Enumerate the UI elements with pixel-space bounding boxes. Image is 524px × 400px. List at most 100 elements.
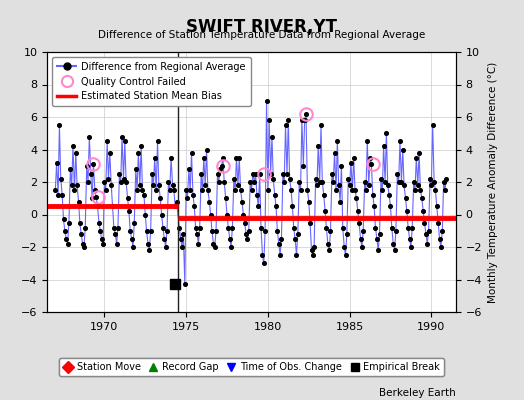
Point bbox=[293, 231, 302, 237]
Point bbox=[172, 198, 181, 205]
Point bbox=[250, 179, 258, 185]
Point bbox=[406, 236, 414, 242]
Point bbox=[242, 231, 250, 237]
Point bbox=[289, 224, 298, 231]
Point bbox=[363, 138, 372, 144]
Point bbox=[239, 211, 247, 218]
Point bbox=[230, 176, 238, 182]
Point bbox=[253, 192, 261, 198]
Point bbox=[197, 171, 205, 177]
Point bbox=[438, 228, 446, 234]
Point bbox=[114, 224, 122, 231]
Point bbox=[269, 176, 277, 182]
Point bbox=[264, 187, 272, 193]
Point bbox=[288, 203, 297, 210]
Point bbox=[70, 187, 79, 193]
Point bbox=[177, 236, 185, 242]
Point bbox=[215, 179, 223, 185]
Point bbox=[303, 187, 312, 193]
Point bbox=[351, 187, 359, 193]
Point bbox=[280, 179, 288, 185]
Point bbox=[261, 228, 269, 234]
Point bbox=[308, 247, 316, 254]
Point bbox=[200, 154, 208, 161]
Point bbox=[396, 138, 404, 144]
Point bbox=[273, 228, 281, 234]
Point bbox=[133, 187, 141, 193]
Point bbox=[150, 154, 159, 161]
Point bbox=[401, 195, 410, 202]
Point bbox=[359, 228, 367, 234]
Point bbox=[64, 220, 73, 226]
Point bbox=[315, 179, 324, 185]
Point bbox=[166, 187, 174, 193]
Point bbox=[322, 224, 331, 231]
Point bbox=[311, 176, 320, 182]
Point bbox=[304, 198, 313, 205]
Point bbox=[355, 220, 363, 226]
Point bbox=[125, 208, 133, 214]
Point bbox=[157, 211, 166, 218]
Point bbox=[77, 231, 85, 237]
Point bbox=[333, 138, 342, 144]
Point bbox=[92, 194, 101, 200]
Point bbox=[231, 187, 239, 193]
Point bbox=[283, 171, 291, 177]
Point bbox=[434, 220, 442, 226]
Point bbox=[336, 198, 344, 205]
Point bbox=[80, 244, 88, 250]
Point bbox=[395, 179, 403, 185]
Point bbox=[79, 240, 87, 247]
Point bbox=[412, 154, 420, 161]
Point bbox=[348, 187, 357, 193]
Point bbox=[236, 187, 245, 193]
Point bbox=[186, 187, 194, 193]
Point bbox=[148, 171, 156, 177]
Point bbox=[224, 224, 233, 231]
Point bbox=[411, 187, 419, 193]
Point bbox=[62, 236, 71, 242]
Point bbox=[424, 228, 433, 234]
Point bbox=[118, 133, 126, 140]
Point bbox=[111, 231, 119, 237]
Point bbox=[84, 179, 92, 185]
Point bbox=[108, 203, 117, 210]
Point bbox=[391, 228, 400, 234]
Point bbox=[204, 187, 212, 193]
Point bbox=[212, 228, 220, 234]
Point bbox=[193, 231, 201, 237]
Point bbox=[300, 117, 309, 124]
Point bbox=[410, 179, 418, 185]
Point bbox=[145, 247, 154, 254]
Point bbox=[154, 138, 162, 144]
Point bbox=[435, 236, 444, 242]
Point bbox=[252, 171, 260, 177]
Point bbox=[175, 224, 183, 231]
Point bbox=[103, 138, 112, 144]
Point bbox=[337, 162, 346, 169]
Point bbox=[144, 240, 152, 247]
Point bbox=[272, 203, 280, 210]
Point bbox=[306, 220, 314, 226]
Point bbox=[247, 187, 256, 193]
Point bbox=[374, 247, 383, 254]
Point bbox=[408, 224, 417, 231]
Point bbox=[52, 159, 61, 166]
Point bbox=[136, 182, 144, 188]
Point bbox=[256, 171, 264, 177]
Point bbox=[209, 240, 217, 247]
Point bbox=[384, 182, 392, 188]
Point bbox=[170, 187, 178, 193]
Point bbox=[205, 198, 214, 205]
Point bbox=[222, 195, 230, 202]
Point bbox=[107, 182, 115, 188]
Point bbox=[265, 117, 274, 124]
Point bbox=[116, 179, 125, 185]
Point bbox=[74, 198, 83, 205]
Point bbox=[334, 182, 343, 188]
Point bbox=[168, 182, 177, 188]
Point bbox=[51, 187, 60, 193]
Point bbox=[276, 252, 285, 258]
Point bbox=[119, 176, 128, 182]
Point bbox=[325, 247, 333, 254]
